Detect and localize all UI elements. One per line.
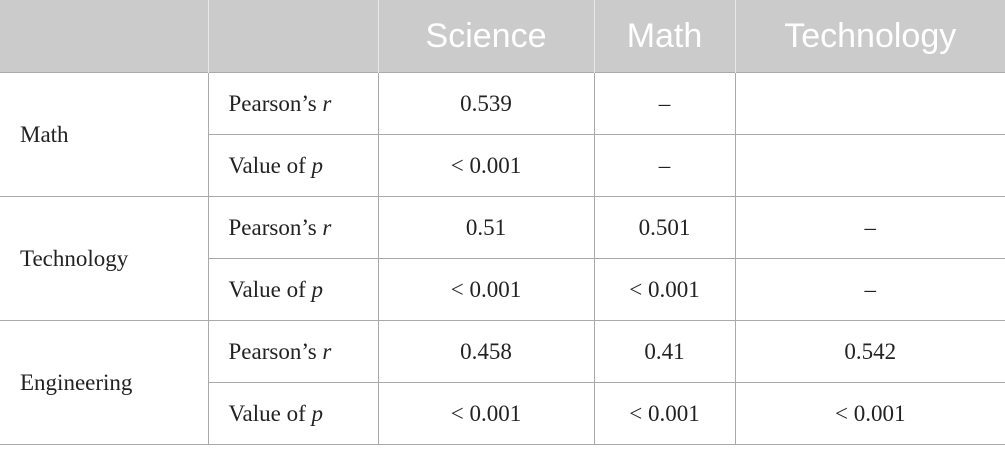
stat-label: Pearson’s r (207, 72, 379, 135)
cell-value: 0.501 (593, 196, 736, 259)
stat-text: Value of (228, 400, 306, 426)
cell-value: 0.51 (377, 196, 595, 259)
table-row: Engineering Pearson’s r 0.458 0.41 0.542 (0, 320, 1005, 445)
cell-value: < 0.001 (734, 382, 1005, 445)
cell-value: – (593, 134, 736, 197)
stat-text: Value of (228, 276, 306, 302)
stat-label: Pearson’s r (207, 320, 379, 383)
cell-value: 0.41 (593, 320, 736, 383)
group-label: Technology (0, 196, 209, 321)
table-row: Value of p < 0.001 < 0.001 < 0.001 (0, 382, 1005, 445)
table-row: Technology Pearson’s r 0.51 0.501– (0, 196, 1005, 321)
stat-text: Pearson’s (228, 214, 317, 240)
stat-label: Value of p (207, 134, 379, 197)
cell-value: < 0.001 (377, 258, 595, 321)
empty-cell (734, 134, 1005, 197)
table-row: Math Pearson’s r 0.539– (0, 72, 1005, 197)
cell-value: 0.542 (734, 320, 1005, 383)
stat-variable: p (311, 400, 324, 426)
header-blank (207, 0, 378, 73)
stat-label: Value of p (207, 382, 379, 445)
table-body: Math Pearson’s r 0.539– Value of p < 0.001– T… (0, 72, 1005, 445)
column-header: Technology (734, 0, 1005, 73)
stat-variable: r (322, 214, 332, 240)
header-blank (0, 0, 208, 73)
cell-value: – (734, 196, 1005, 259)
stat-text: Pearson’s (228, 338, 317, 364)
header-row: Science Math Technology (0, 0, 1005, 73)
cell-value: < 0.001 (377, 134, 595, 197)
stat-variable: p (311, 152, 324, 178)
column-header: Math (593, 0, 735, 73)
group-label: Engineering (0, 320, 209, 445)
stat-label: Pearson’s r (207, 196, 379, 259)
stat-text: Pearson’s (228, 90, 317, 116)
cell-value: < 0.001 (593, 382, 736, 445)
correlation-table: Science Math Technology Math Pearson’s r 0.5… (0, 0, 1005, 445)
cell-value: < 0.001 (377, 382, 595, 445)
stat-label: Value of p (207, 258, 379, 321)
stat-variable: p (311, 276, 324, 302)
cell-value: – (593, 72, 736, 135)
table-row: Value of p < 0.001– (0, 134, 1005, 197)
stat-text: Value of (228, 152, 306, 178)
cell-value: < 0.001 (593, 258, 736, 321)
cell-value: 0.458 (377, 320, 595, 383)
stat-variable: r (322, 338, 332, 364)
empty-cell (734, 72, 1005, 135)
column-header: Science (377, 0, 594, 73)
group-label: Math (0, 72, 209, 197)
stat-variable: r (322, 90, 332, 116)
cell-value: – (734, 258, 1005, 321)
cell-value: 0.539 (377, 72, 595, 135)
